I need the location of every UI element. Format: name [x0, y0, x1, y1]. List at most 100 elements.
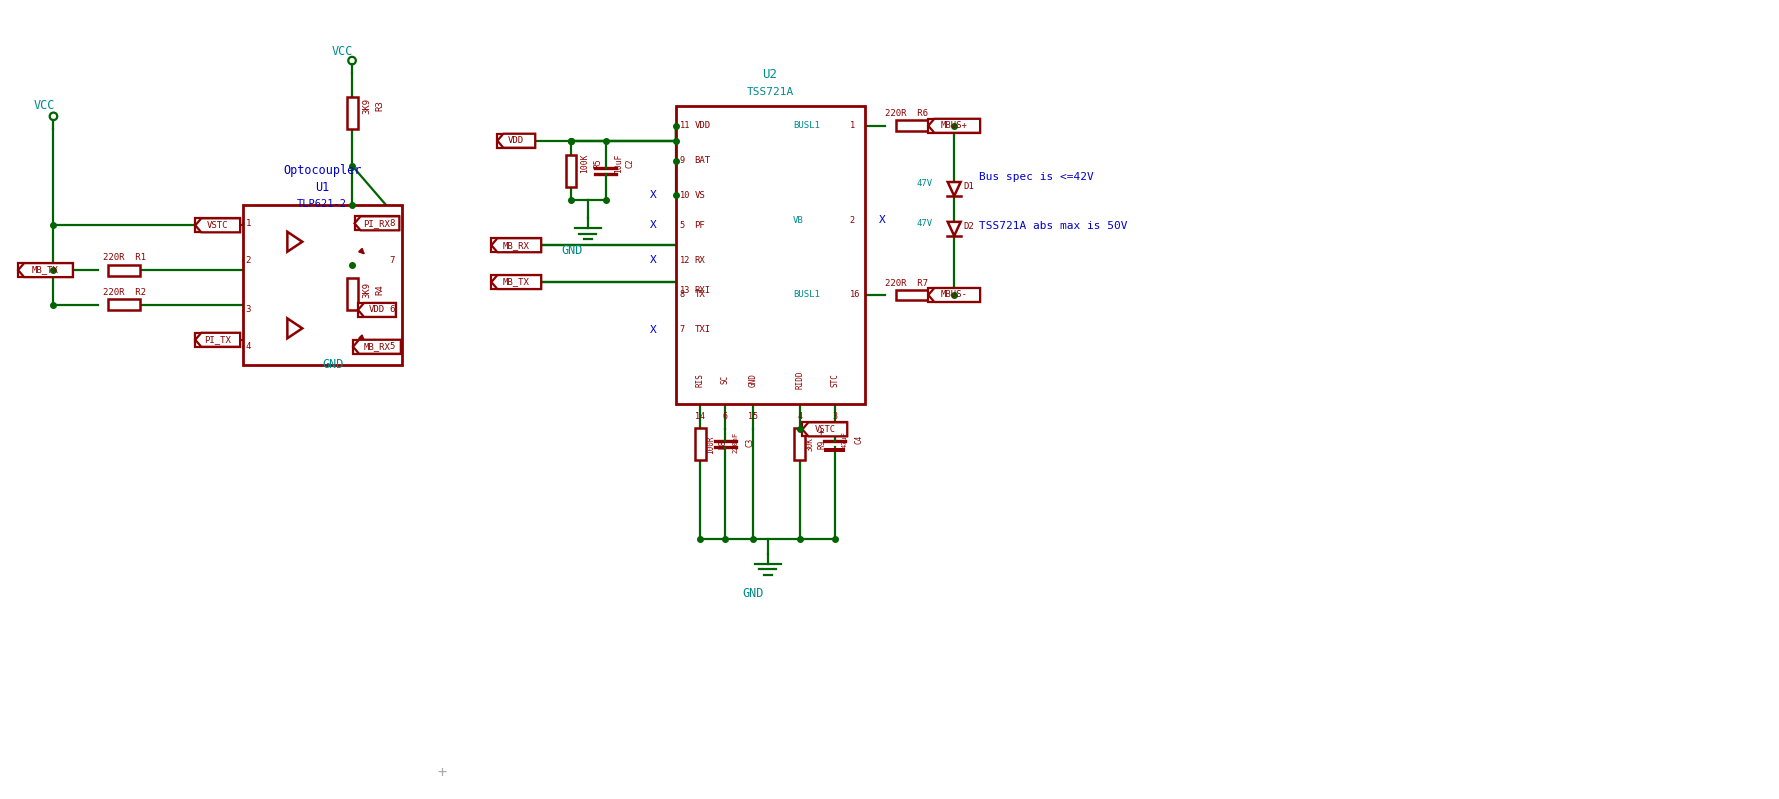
Text: RXI: RXI	[694, 285, 710, 295]
Text: RIDD: RIDD	[795, 371, 804, 389]
Text: 16: 16	[850, 291, 861, 300]
Text: MB_TX: MB_TX	[32, 265, 59, 275]
Text: X: X	[651, 325, 656, 335]
Text: GND: GND	[322, 358, 343, 372]
Text: RX: RX	[694, 256, 704, 264]
Text: VS: VS	[694, 191, 704, 200]
Text: 14: 14	[696, 412, 706, 421]
Bar	[196, 218, 240, 233]
Text: MBUS+: MBUS+	[941, 121, 968, 130]
Text: 4: 4	[246, 342, 251, 352]
Text: 3: 3	[833, 412, 838, 421]
Bar	[358, 303, 397, 317]
Text: 12: 12	[680, 256, 690, 264]
Text: GND: GND	[742, 587, 763, 600]
Text: 220R  R2: 220R R2	[103, 288, 146, 296]
Text: U2: U2	[763, 68, 777, 81]
Text: +: +	[438, 765, 447, 781]
Text: 6: 6	[390, 305, 395, 315]
Polygon shape	[491, 275, 541, 289]
Text: 3K9: 3K9	[361, 97, 372, 114]
Text: 47uF: 47uF	[841, 431, 849, 447]
Text: X: X	[651, 221, 656, 230]
Bar	[109, 300, 141, 311]
Text: TSS721A abs max is 50V: TSS721A abs max is 50V	[978, 221, 1128, 232]
Text: 8: 8	[680, 291, 685, 300]
Bar	[929, 119, 980, 133]
Bar	[242, 205, 402, 364]
Text: 7: 7	[390, 256, 395, 264]
Text: C2: C2	[626, 159, 635, 169]
Text: 1: 1	[850, 121, 856, 130]
Bar	[929, 288, 980, 302]
Text: BAT: BAT	[694, 156, 710, 165]
Text: STC: STC	[831, 372, 840, 387]
Text: TXI: TXI	[694, 325, 710, 334]
Polygon shape	[196, 333, 240, 347]
Text: 100K: 100K	[580, 154, 589, 173]
Text: VSTC: VSTC	[206, 221, 228, 230]
Text: PF: PF	[694, 221, 704, 230]
Text: X: X	[879, 216, 886, 225]
Text: VDD: VDD	[509, 136, 525, 145]
Text: 47V: 47V	[916, 219, 932, 228]
Bar	[802, 423, 847, 436]
Text: VCC: VCC	[34, 99, 55, 113]
Text: 13: 13	[680, 285, 690, 295]
Text: 5: 5	[680, 221, 685, 230]
Text: RIS: RIS	[696, 372, 704, 387]
Text: VDD: VDD	[368, 305, 384, 315]
Text: 30K: 30K	[806, 437, 815, 451]
Text: 8: 8	[390, 219, 395, 228]
Bar	[696, 428, 706, 460]
Bar	[352, 340, 400, 354]
Text: VSTC: VSTC	[815, 425, 836, 434]
Text: GND: GND	[560, 244, 582, 256]
Text: 3: 3	[246, 305, 251, 315]
Text: TSS721A: TSS721A	[747, 87, 793, 97]
Text: BUSL1: BUSL1	[793, 291, 820, 300]
Bar	[109, 264, 141, 276]
Text: 11: 11	[680, 121, 690, 130]
Text: 6: 6	[722, 412, 728, 421]
Text: 1: 1	[246, 219, 251, 228]
Bar	[498, 133, 535, 148]
Polygon shape	[802, 423, 847, 436]
Bar	[491, 238, 541, 252]
Text: 220R  R7: 220R R7	[884, 279, 927, 288]
Text: 2: 2	[246, 256, 251, 264]
Polygon shape	[491, 238, 541, 252]
Polygon shape	[352, 340, 400, 354]
Text: 47V: 47V	[916, 179, 932, 188]
Text: MB_RX: MB_RX	[503, 240, 530, 250]
Bar	[354, 217, 398, 230]
Text: PI_TX: PI_TX	[205, 336, 231, 344]
Polygon shape	[354, 217, 398, 230]
Text: SC: SC	[720, 375, 729, 384]
Text: R5: R5	[594, 159, 603, 169]
Text: 4: 4	[797, 412, 802, 421]
Text: R3: R3	[375, 101, 384, 111]
Text: C3: C3	[745, 438, 754, 447]
Polygon shape	[18, 263, 73, 277]
Text: 220R  R1: 220R R1	[103, 252, 146, 262]
Text: PI_RX: PI_RX	[363, 219, 390, 228]
Text: 7: 7	[680, 325, 685, 334]
Text: 9: 9	[680, 156, 685, 165]
Text: MB_TX: MB_TX	[503, 277, 530, 287]
Text: GND: GND	[749, 372, 758, 387]
Text: VCC: VCC	[333, 45, 354, 58]
Bar	[347, 278, 358, 310]
Text: Bus spec is <=42V: Bus spec is <=42V	[978, 172, 1094, 181]
Bar	[897, 289, 929, 300]
Text: R4: R4	[375, 284, 384, 296]
Text: MBUS-: MBUS-	[941, 291, 968, 300]
Text: R8: R8	[719, 439, 728, 449]
Text: D2: D2	[962, 222, 973, 231]
Bar	[824, 448, 845, 451]
Text: X: X	[651, 255, 656, 265]
Text: X: X	[651, 190, 656, 201]
Bar	[566, 155, 576, 186]
Text: TLP621-2: TLP621-2	[297, 200, 347, 209]
Text: 100R: 100R	[706, 435, 715, 454]
